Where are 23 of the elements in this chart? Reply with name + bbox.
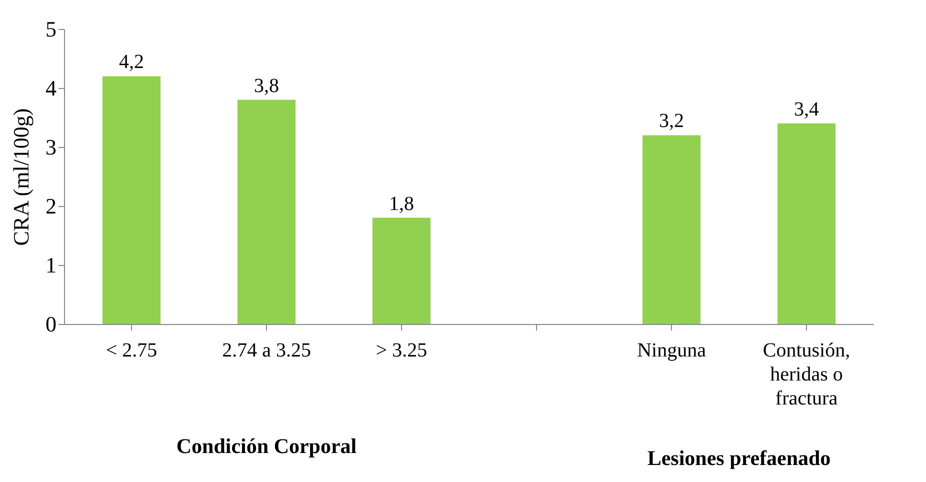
text: Condición Corporal	[176, 434, 357, 458]
bar	[372, 218, 431, 324]
y-tick-label: 4	[46, 76, 56, 100]
data-label: 4,2	[119, 51, 144, 74]
x-tick-label: Ninguna	[637, 340, 706, 362]
y-tick-label: 0	[46, 312, 56, 336]
data-label: 3,4	[794, 98, 819, 120]
x-tick-label: Contusión, heridas o fractura	[762, 340, 850, 410]
y-axis-title: CRA (ml/100g)	[8, 108, 34, 246]
y-tick-label: 1	[46, 252, 56, 278]
bar	[642, 135, 701, 324]
y-tick-label: 2	[46, 194, 56, 218]
data-label: 1,8	[389, 192, 414, 215]
data-label: 3,2	[659, 110, 684, 132]
x-tick-label: 2.74 a 3.25	[222, 340, 311, 362]
x-tick-label: < 2.75	[106, 340, 158, 362]
bar	[777, 123, 836, 324]
x-tick-label: > 3.25	[376, 340, 428, 362]
bar	[102, 76, 161, 324]
y-tick-label: 5	[46, 16, 56, 42]
data-label: 3,8	[254, 74, 279, 97]
y-tick-label: 3	[46, 134, 56, 160]
bar	[237, 100, 296, 324]
